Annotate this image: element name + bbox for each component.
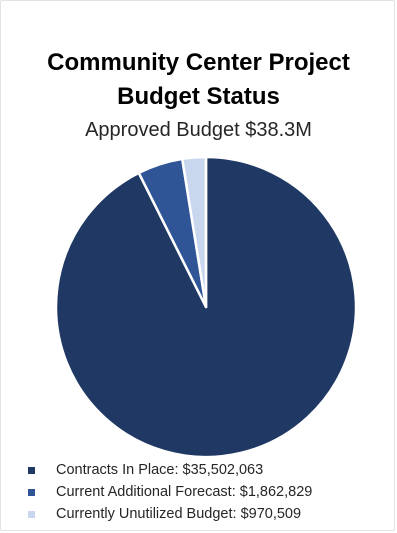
legend-swatch-forecast	[28, 488, 35, 496]
legend-label-forecast: Current Additional Forecast: $1,862,829	[56, 484, 313, 500]
legend-label-unutilized: Currently Unutilized Budget: $970,509	[56, 506, 302, 522]
pie-slice-unutilized	[180, 155, 208, 309]
chart-legend: Contracts In Place: $35,502,063 Current …	[28, 459, 312, 525]
chart-title-line-1: Community Center Project	[47, 49, 350, 76]
legend-item-contracts: Contracts In Place: $35,502,063	[28, 459, 312, 481]
chart-title-line-2: Budget Status	[117, 83, 280, 110]
legend-item-forecast: Current Additional Forecast: $1,862,829	[28, 481, 312, 503]
chart-subtitle: Approved Budget $38.3M	[85, 119, 312, 141]
legend-swatch-contracts	[28, 466, 35, 474]
legend-swatch-unutilized	[28, 510, 35, 518]
legend-label-contracts: Contracts In Place: $35,502,063	[56, 462, 264, 478]
legend-item-unutilized: Currently Unutilized Budget: $970,509	[28, 503, 312, 525]
